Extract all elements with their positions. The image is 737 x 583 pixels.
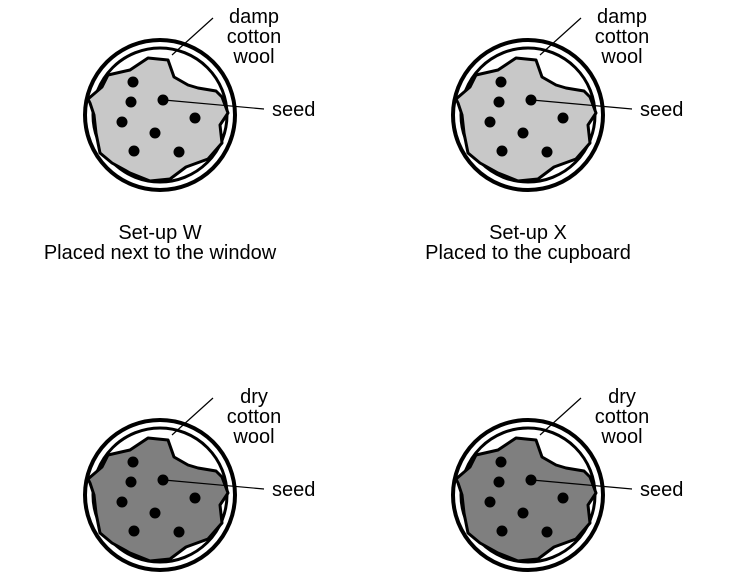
cotton-wool <box>454 436 598 563</box>
wool-label-line: dry <box>240 386 268 408</box>
setup-name: Set-up X <box>489 222 567 244</box>
seed-leader-line <box>163 99 265 110</box>
seed-dot <box>125 96 137 108</box>
seed-dot <box>157 94 169 106</box>
wool-label-line: damp <box>597 6 647 28</box>
seed-dot <box>128 145 140 157</box>
wool-label-line: cotton <box>595 26 649 48</box>
wool-label-line: wool <box>600 46 642 68</box>
seed-dot <box>116 496 128 508</box>
setup-caption: Set-up X Placed to the cupboard <box>368 223 688 263</box>
seed-label: seed <box>640 479 683 501</box>
seed-dot <box>541 526 553 538</box>
seed-dot <box>493 96 505 108</box>
seed-dot <box>116 116 128 128</box>
wool-label-line: cotton <box>227 406 281 428</box>
seed-dot <box>495 456 507 468</box>
wool-label-line: damp <box>229 6 279 28</box>
seed-dot <box>525 94 537 106</box>
seed-dot <box>127 456 139 468</box>
setup-name: Set-up W <box>118 222 202 244</box>
seed-leader-line <box>531 99 633 110</box>
wool-leader-line <box>171 17 214 56</box>
seed-dot <box>189 492 201 504</box>
setup-placement: Placed next to the window <box>43 242 277 264</box>
seed-dot <box>127 76 139 88</box>
setup-caption: Set-up W Placed next to the window <box>0 223 320 263</box>
seed-leader-line <box>531 479 633 490</box>
seed-dot <box>493 476 505 488</box>
wool-label-line: cotton <box>595 406 649 428</box>
seed-dot <box>484 116 496 128</box>
wool-label-line: wool <box>232 426 274 448</box>
cotton-wool <box>454 56 598 183</box>
seed-dot <box>125 476 137 488</box>
seed-dot <box>517 127 529 139</box>
seed-label: seed <box>640 99 683 121</box>
seed-dot <box>189 112 201 124</box>
seed-dot <box>149 507 161 519</box>
seed-dot <box>557 112 569 124</box>
seed-dot <box>495 76 507 88</box>
seed-dot <box>496 145 508 157</box>
seed-label: seed <box>272 99 315 121</box>
seed-label: seed <box>272 479 315 501</box>
seed-leader-line <box>163 479 265 490</box>
seed-dot <box>496 525 508 537</box>
cotton-wool <box>86 56 230 183</box>
seed-dot <box>173 526 185 538</box>
seed-dot <box>157 474 169 486</box>
wool-label-line: wool <box>600 426 642 448</box>
seed-dot <box>484 496 496 508</box>
wool-label-line: dry <box>608 386 636 408</box>
cotton-wool <box>86 436 230 563</box>
seed-dot <box>517 507 529 519</box>
seed-dot <box>149 127 161 139</box>
seed-dot <box>541 146 553 158</box>
wool-label-line: wool <box>232 46 274 68</box>
seed-dot <box>525 474 537 486</box>
seed-dot <box>128 525 140 537</box>
wool-label-line: cotton <box>227 26 281 48</box>
seed-dot <box>557 492 569 504</box>
wool-leader-line <box>539 17 582 56</box>
wool-leader-line <box>171 397 214 436</box>
seed-dot <box>173 146 185 158</box>
wool-leader-line <box>539 397 582 436</box>
setup-placement: Placed to the cupboard <box>425 242 631 264</box>
